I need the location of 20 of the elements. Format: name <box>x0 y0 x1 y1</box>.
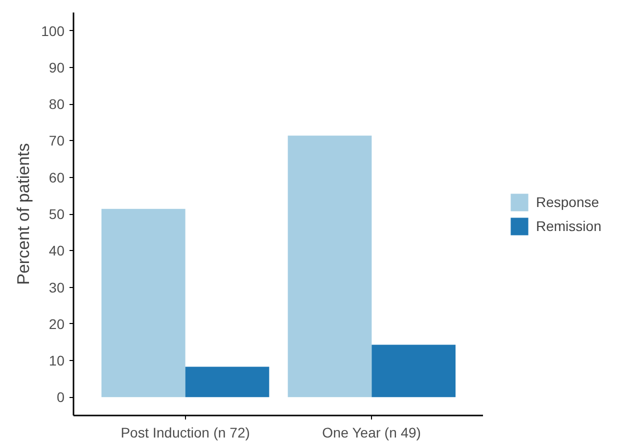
y-tick-label: 90 <box>48 59 65 76</box>
y-tick-label: 20 <box>48 316 65 332</box>
legend-label: Response <box>536 194 600 210</box>
x-tick-label: Post Induction (n 72) <box>120 424 250 440</box>
y-tick-label: 50 <box>48 206 65 222</box>
x-tick-label: One Year (n 49) <box>322 424 421 440</box>
y-tick-label: 30 <box>48 279 65 296</box>
y-tick-label: 40 <box>48 242 65 259</box>
y-tick-label: 100 <box>41 22 65 39</box>
legend-label: Remission <box>536 218 602 234</box>
bar <box>185 366 270 398</box>
bar <box>372 344 456 398</box>
y-tick-label: 80 <box>48 96 65 112</box>
bar <box>288 136 372 398</box>
y-tick-label: 10 <box>48 352 65 369</box>
y-tick-label: 0 <box>56 389 65 406</box>
y-tick-label: 60 <box>48 169 65 186</box>
y-tick-label: 70 <box>48 132 65 149</box>
y-axis-title: Percent of patients <box>14 143 34 285</box>
bar <box>101 208 186 398</box>
